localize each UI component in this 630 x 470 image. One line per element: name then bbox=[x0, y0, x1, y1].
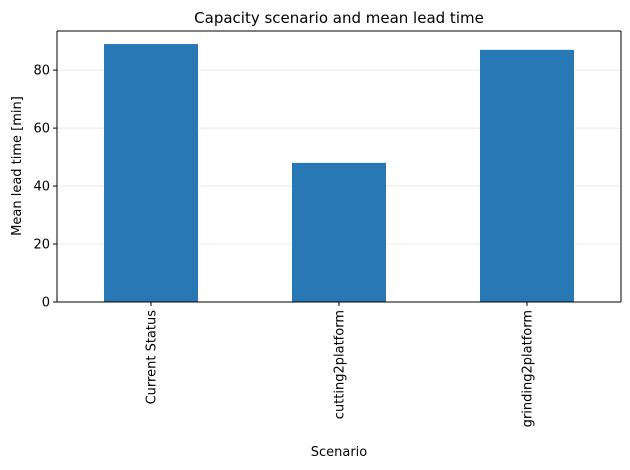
bar-cutting2platform bbox=[292, 162, 386, 302]
y-tick-label: 60 bbox=[33, 122, 50, 137]
y-axis-label: Mean lead time [min] bbox=[10, 96, 25, 236]
x-axis-ticks: Current Status cutting2platform grinding2p… bbox=[145, 302, 536, 427]
bars bbox=[104, 44, 574, 303]
x-tick-label: Current Status bbox=[145, 310, 160, 405]
y-tick-label: 0 bbox=[42, 296, 50, 311]
bar-grinding2platform bbox=[480, 49, 574, 303]
y-tick-label: 40 bbox=[33, 180, 50, 195]
x-tick-label: grinding2platform bbox=[521, 310, 536, 427]
y-tick-label: 80 bbox=[33, 64, 50, 79]
x-tick-label: cutting2platform bbox=[333, 310, 348, 419]
x-axis-label: Scenario bbox=[311, 445, 368, 460]
bar-current-status bbox=[104, 44, 198, 302]
chart-title: Capacity scenario and mean lead time bbox=[194, 9, 484, 27]
y-axis-ticks: 0 20 40 60 80 bbox=[33, 64, 57, 311]
y-tick-label: 20 bbox=[33, 238, 50, 253]
